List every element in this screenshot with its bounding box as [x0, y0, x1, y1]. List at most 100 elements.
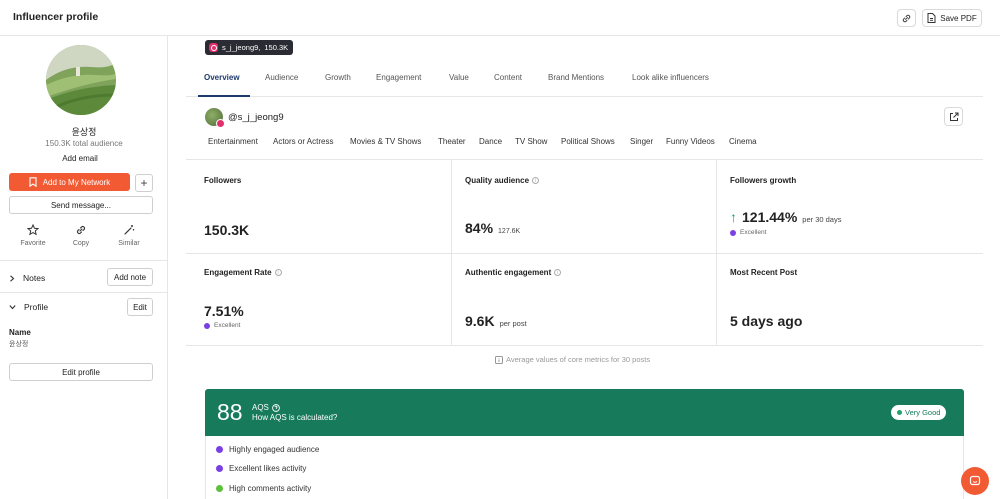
aqs-item-dot: [216, 485, 223, 492]
tab-overview[interactable]: Overview: [204, 73, 240, 82]
tab-value[interactable]: Value: [449, 73, 469, 82]
profile-name: 윤상정: [71, 127, 97, 137]
add-email-link[interactable]: Add email: [62, 154, 98, 163]
rating-dot: [897, 410, 902, 415]
open-external-button[interactable]: [944, 107, 963, 126]
add-note-button[interactable]: Add note: [107, 268, 153, 286]
most-recent-post-label: Most Recent Post: [730, 268, 797, 277]
grid-divider: [186, 253, 983, 254]
save-pdf-button[interactable]: Save PDF: [922, 9, 982, 27]
most-recent-post-value-text: 5 days ago: [730, 313, 803, 329]
engagement-rating-tag: Excellent: [204, 322, 240, 329]
copy-label: Copy: [72, 240, 90, 247]
save-pdf-label: Save PDF: [940, 13, 977, 23]
authentic-engagement-value: 9.6K per post: [465, 313, 527, 329]
tab-content[interactable]: Content: [494, 73, 523, 82]
aqs-title-text: AQS: [252, 403, 269, 412]
similar-action[interactable]: Similar: [106, 224, 152, 247]
followers-growth-value-text: 121.44%: [742, 209, 798, 225]
quality-audience-count: 127.6K: [498, 228, 521, 235]
badge-handle: s_j_jeong9,: [222, 43, 261, 52]
info-icon[interactable]: i: [274, 269, 282, 276]
send-message-button[interactable]: Send message...: [9, 196, 153, 214]
growth-rating-text: Excellent: [740, 229, 767, 236]
tab-growth[interactable]: Growth: [325, 73, 351, 82]
followers-value: 150.3K: [204, 222, 249, 238]
total-audience: 150.3K total audience: [45, 139, 123, 148]
engagement-rate-label: Engagement Rate i: [204, 268, 282, 277]
info-icon[interactable]: i: [532, 177, 540, 184]
aqs-item-dot: [216, 465, 223, 472]
metrics-note-text: Average values of core metrics for 30 po…: [506, 355, 651, 364]
aqs-item: High comments activity: [216, 484, 311, 493]
aqs-rating-text: Very Good: [905, 408, 941, 417]
followers-label-text: Followers: [204, 176, 242, 185]
profile-section-toggle[interactable]: Profile: [9, 302, 48, 312]
handle-badge: s_j_jeong9, 150.3K: [205, 40, 294, 55]
aqs-card-body: Highly engaged audience Excellent likes …: [205, 436, 964, 499]
aqs-item: Highly engaged audience: [216, 445, 319, 454]
followers-growth-value: ↑ 121.44% per 30 days: [730, 209, 841, 225]
copy-link-button[interactable]: [897, 9, 916, 27]
star-icon: [27, 224, 39, 236]
external-link-icon: [949, 112, 958, 121]
copy-action[interactable]: Copy: [58, 224, 104, 247]
tab-audience[interactable]: Audience: [265, 73, 299, 82]
edit-profile-button[interactable]: Edit profile: [9, 363, 153, 381]
mini-avatar: [205, 108, 225, 128]
document-icon: [927, 13, 936, 23]
page-title: Influencer profile: [13, 11, 99, 23]
similar-label: Similar: [118, 240, 140, 247]
followers-growth-period: per 30 days: [802, 215, 842, 224]
category-tag: Singer: [630, 137, 654, 146]
edit-button[interactable]: Edit: [127, 298, 153, 316]
info-icon[interactable]: i: [554, 269, 562, 276]
help-icon[interactable]: [272, 403, 280, 412]
info-square-icon: [495, 355, 503, 364]
tab-engagement[interactable]: Engagement: [376, 73, 422, 82]
tab-brand-mentions[interactable]: Brand Mentions: [548, 73, 605, 82]
aqs-how-calculated-link[interactable]: How AQS is calculated?: [252, 413, 338, 422]
tab-bar: Overview Audience Growth Engagement Valu…: [186, 59, 983, 97]
category-tag: Movies & TV Shows: [350, 137, 422, 146]
chat-button[interactable]: [961, 467, 989, 495]
aqs-item-text: High comments activity: [229, 484, 312, 493]
link-icon: [902, 14, 911, 22]
favorite-action[interactable]: Favorite: [10, 224, 56, 247]
category-tag: TV Show: [515, 137, 548, 146]
profile-label: Profile: [24, 302, 49, 312]
profile-handle: @s_j_jeong9: [228, 111, 284, 123]
divider: [0, 292, 167, 293]
engagement-rate-value: 7.51%: [204, 303, 244, 319]
add-to-network-button[interactable]: Add to My Network: [9, 173, 130, 191]
active-tab-indicator: [198, 95, 250, 97]
authentic-engagement-label: Authentic engagement i: [465, 268, 562, 277]
category-tag: Cinema: [729, 137, 757, 146]
engagement-rating-text: Excellent: [214, 322, 241, 329]
link-icon: [76, 225, 86, 235]
profile-handle-row: @s_j_jeong9: [205, 108, 284, 128]
quality-audience-value: 84% 127.6K: [465, 220, 520, 236]
add-to-network-label: Add to My Network: [42, 177, 111, 187]
avatar: [46, 45, 116, 115]
bookmark-icon: [29, 177, 37, 187]
category-tag: Funny Videos: [666, 137, 715, 146]
magic-wand-icon: [124, 225, 135, 235]
most-recent-post-value: 5 days ago: [730, 313, 802, 329]
quality-audience-label-text: Quality audience: [465, 176, 530, 185]
authentic-engagement-unit: per post: [499, 319, 527, 328]
followers-growth-label-text: Followers growth: [730, 176, 797, 185]
tab-look-alike-influencers[interactable]: Look alike influencers: [632, 73, 709, 82]
followers-growth-label: Followers growth: [730, 176, 796, 185]
add-button[interactable]: +: [135, 174, 153, 192]
aqs-item: Excellent likes activity: [216, 464, 306, 473]
chevron-down-icon: [9, 305, 16, 310]
instagram-icon: [209, 43, 218, 52]
aqs-title: AQS: [252, 403, 280, 412]
most-recent-post-label-text: Most Recent Post: [730, 268, 798, 277]
aqs-item-text: Highly engaged audience: [229, 445, 320, 454]
authentic-engagement-label-text: Authentic engagement: [465, 268, 552, 277]
notes-section-toggle[interactable]: Notes: [9, 273, 45, 283]
category-tag: Actors or Actress: [273, 137, 334, 146]
metrics-grid: Followers 150.3K Quality audience i 84% …: [186, 159, 983, 346]
